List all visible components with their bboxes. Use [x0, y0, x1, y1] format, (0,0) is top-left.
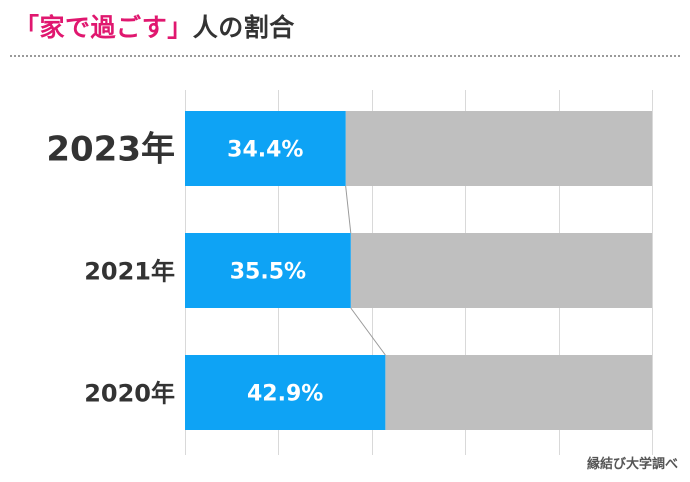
bar-3: [185, 355, 386, 430]
bar-remainder-3: [385, 355, 652, 430]
title-divider: [10, 55, 680, 57]
chart-title: 「家で過ごす」人の割合: [14, 8, 295, 44]
source-note: 縁結び大学調べ: [586, 457, 678, 472]
bar-remainder-1: [345, 111, 652, 186]
chart-title-rest: 人の割合: [192, 13, 295, 42]
category-label-2: 2021年: [84, 258, 175, 286]
bar-2: [185, 233, 351, 308]
connector-line-2: [350, 307, 386, 356]
bar-remainder-2: [350, 233, 652, 308]
connector-line-1: [345, 185, 352, 234]
category-label-1: 2023年: [46, 130, 175, 170]
data-label-1: 34.4%: [227, 138, 303, 163]
chart-title-highlight: 「家で過ごす」: [14, 13, 193, 42]
data-label-2: 35.5%: [230, 260, 306, 285]
data-label-3: 42.9%: [247, 382, 323, 407]
category-label-3: 2020年: [84, 380, 175, 408]
bar-1: [185, 111, 346, 186]
